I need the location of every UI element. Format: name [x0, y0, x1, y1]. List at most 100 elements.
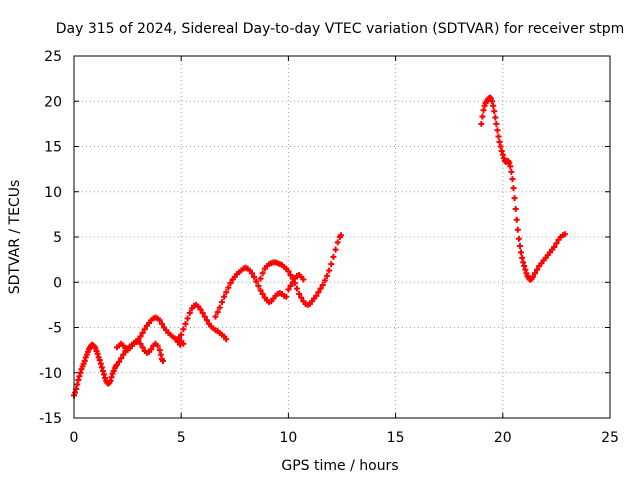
data-point	[101, 371, 108, 378]
y-tick-label: -5	[48, 321, 62, 337]
data-point	[182, 320, 189, 327]
data-point	[515, 235, 522, 242]
data-series	[71, 94, 568, 399]
data-point	[137, 340, 144, 347]
data-point	[159, 357, 166, 364]
data-point	[199, 310, 206, 317]
data-point	[553, 240, 560, 247]
data-point	[253, 278, 260, 285]
data-point	[259, 291, 266, 298]
data-point	[521, 262, 528, 269]
data-point	[139, 344, 146, 351]
data-point	[298, 294, 305, 301]
data-point	[334, 239, 341, 246]
data-point	[522, 266, 529, 273]
y-tick-label: -15	[39, 411, 62, 427]
data-point	[197, 306, 204, 313]
x-tick-label: 10	[279, 430, 297, 446]
data-point	[97, 360, 104, 367]
data-point	[287, 282, 294, 289]
data-point	[300, 276, 307, 283]
data-point	[99, 367, 106, 374]
data-point	[328, 261, 335, 268]
data-point	[203, 317, 210, 324]
data-point	[323, 272, 330, 279]
data-point	[551, 243, 558, 250]
y-tick-label: 5	[53, 230, 62, 246]
y-axis-label: SDTVAR / TECUs	[7, 180, 23, 295]
data-point	[296, 291, 303, 298]
data-point	[520, 259, 527, 266]
data-point	[116, 358, 123, 365]
data-point	[218, 299, 225, 306]
y-tick-label: 20	[44, 94, 62, 110]
data-point	[156, 317, 163, 324]
data-point	[531, 270, 538, 277]
data-point	[326, 267, 333, 274]
x-tick-label: 20	[494, 430, 512, 446]
data-point	[156, 347, 163, 354]
data-point	[154, 342, 161, 349]
data-point	[141, 326, 148, 333]
data-point	[508, 168, 515, 175]
axis-ticks: 0 5 10 15 20 25 -15 -10 -5 0 5 10 15 20 25	[39, 49, 619, 446]
data-point	[491, 108, 498, 115]
data-point	[507, 163, 514, 170]
data-point	[514, 226, 521, 233]
data-point	[529, 273, 536, 280]
data-point	[108, 374, 115, 381]
data-point	[518, 249, 525, 256]
data-point	[495, 133, 502, 140]
data-point	[184, 315, 191, 322]
data-point	[497, 143, 504, 150]
data-point	[510, 185, 517, 192]
x-tick-label: 15	[387, 430, 405, 446]
data-point	[489, 98, 496, 105]
data-point	[319, 281, 326, 288]
data-point	[225, 284, 232, 291]
data-point	[337, 232, 344, 239]
data-point	[221, 293, 228, 300]
x-tick-label: 25	[601, 430, 619, 446]
data-point	[478, 120, 485, 127]
data-point	[317, 285, 324, 292]
data-point	[479, 113, 486, 120]
y-tick-label: 25	[44, 49, 62, 65]
x-tick-label: 0	[70, 430, 79, 446]
data-point	[118, 355, 125, 362]
data-point	[214, 309, 221, 316]
data-point	[255, 282, 262, 289]
data-point	[289, 279, 296, 286]
data-point	[506, 159, 513, 166]
data-point	[330, 253, 337, 260]
y-tick-label: 10	[44, 185, 62, 201]
data-point	[98, 364, 105, 371]
data-point	[511, 195, 518, 202]
data-point	[77, 369, 84, 376]
data-point	[496, 138, 503, 145]
data-point	[519, 254, 526, 261]
data-point	[248, 270, 255, 277]
data-point	[283, 293, 290, 300]
data-point	[513, 216, 520, 223]
data-point	[257, 287, 264, 294]
data-point	[107, 377, 114, 384]
data-point	[174, 338, 181, 345]
data-point	[212, 313, 219, 320]
data-point	[492, 114, 499, 121]
data-point	[285, 286, 292, 293]
y-tick-label: -10	[39, 366, 62, 382]
data-point	[74, 381, 81, 388]
data-point	[257, 275, 264, 282]
data-point	[287, 272, 294, 279]
x-axis-label: GPS time / hours	[281, 458, 398, 474]
data-point	[509, 176, 516, 183]
data-point	[96, 357, 103, 364]
data-point	[493, 120, 500, 127]
data-point	[512, 205, 519, 212]
data-point	[223, 289, 230, 296]
data-point	[259, 270, 266, 277]
data-point	[76, 373, 83, 380]
data-point	[480, 107, 487, 114]
